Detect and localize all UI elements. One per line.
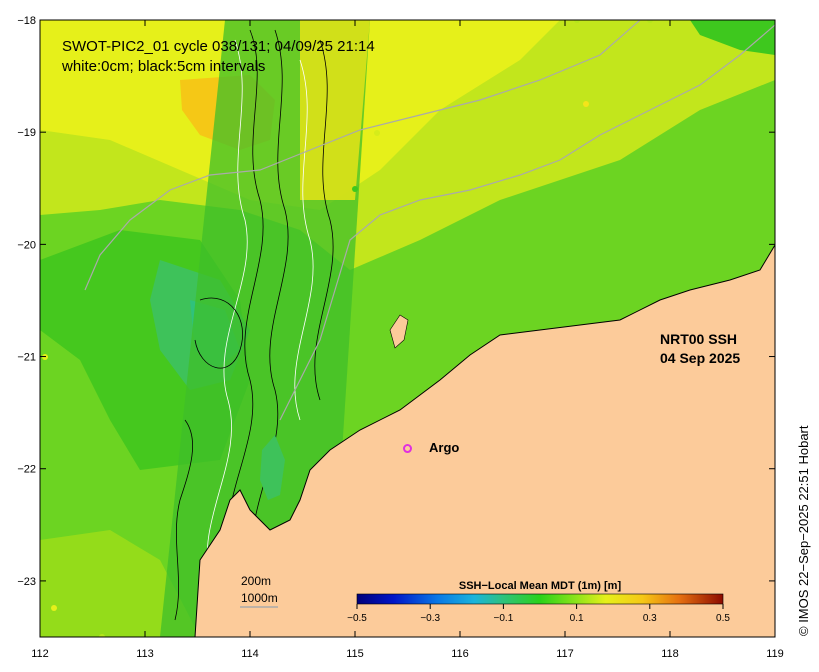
lon-tick-label: 113 [136, 648, 154, 660]
altimetry-dots [42, 20, 750, 637]
lon-tick-label: 119 [766, 648, 784, 660]
credit-text: © IMOS 22−Sep−2025 22:51 Hobart [796, 425, 811, 636]
bathymetry-200m [279, 24, 775, 421]
lon-tick-label: 118 [661, 648, 679, 660]
land-gulf-water [260, 435, 285, 500]
coastline [194, 244, 775, 637]
colorbar-gradient [356, 593, 724, 605]
lat-tick-label: −18 [17, 15, 36, 27]
axis-ticks [39, 19, 776, 637]
latitude-tick-labels: −18 −19 −20 −21 −22 −23 [17, 15, 36, 588]
scale-legend-200m: 200m [241, 574, 271, 588]
argo-float-marker [403, 444, 412, 454]
map-area [40, 20, 775, 637]
colorbar-title: SSH−Local Mean MDT (1m) [m] [459, 580, 622, 592]
lon-tick-label: 114 [241, 648, 259, 660]
colorbar-tick-label: 0.3 [643, 613, 657, 624]
lon-tick-label: 116 [451, 648, 469, 660]
lon-tick-label: 112 [31, 648, 49, 660]
lat-tick-label: −23 [17, 576, 36, 588]
product-label: NRT00 SSH [660, 331, 737, 347]
argo-label: Argo [429, 440, 459, 455]
colorbar-tick-label: 0.5 [716, 613, 730, 624]
colorbar-tick-label: −0.3 [420, 613, 440, 624]
lat-tick-label: −20 [17, 239, 36, 251]
colorbar-tick-label: −0.5 [347, 613, 367, 624]
lon-tick-label: 115 [346, 648, 364, 660]
sea-lightgreen-southwest [40, 530, 200, 637]
land-mainland [195, 245, 775, 637]
lat-tick-label: −19 [17, 127, 36, 139]
longitude-tick-labels: 112 113 114 115 116 117 118 119 [31, 648, 784, 660]
sea-green-northeast [690, 20, 775, 55]
bathymetry-1000m [84, 20, 641, 291]
plot-frame [39, 19, 776, 638]
product-date: 04 Sep 2025 [660, 350, 740, 366]
scale-legend-1000m: 1000m [241, 591, 278, 605]
lon-tick-label: 117 [556, 648, 574, 660]
lat-tick-label: −21 [17, 352, 36, 364]
lat-tick-label: −22 [17, 464, 36, 476]
colorbar: SSH−Local Mean MDT (1m) [m] −0.5 −0.3 −0.1… [347, 580, 730, 624]
swot-swath-yellow [300, 20, 370, 200]
colorbar-tick-label: −0.1 [494, 613, 514, 624]
title-line-2: white:0cm; black:5cm intervals [61, 58, 265, 75]
land-island [389, 314, 409, 349]
title-line-1: SWOT-PIC2_01 cycle 038/131; 04/09/25 21:… [62, 38, 375, 55]
colorbar-ticks: −0.5 −0.3 −0.1 0.1 0.3 0.5 [347, 604, 730, 624]
colorbar-tick-label: 0.1 [570, 613, 584, 624]
